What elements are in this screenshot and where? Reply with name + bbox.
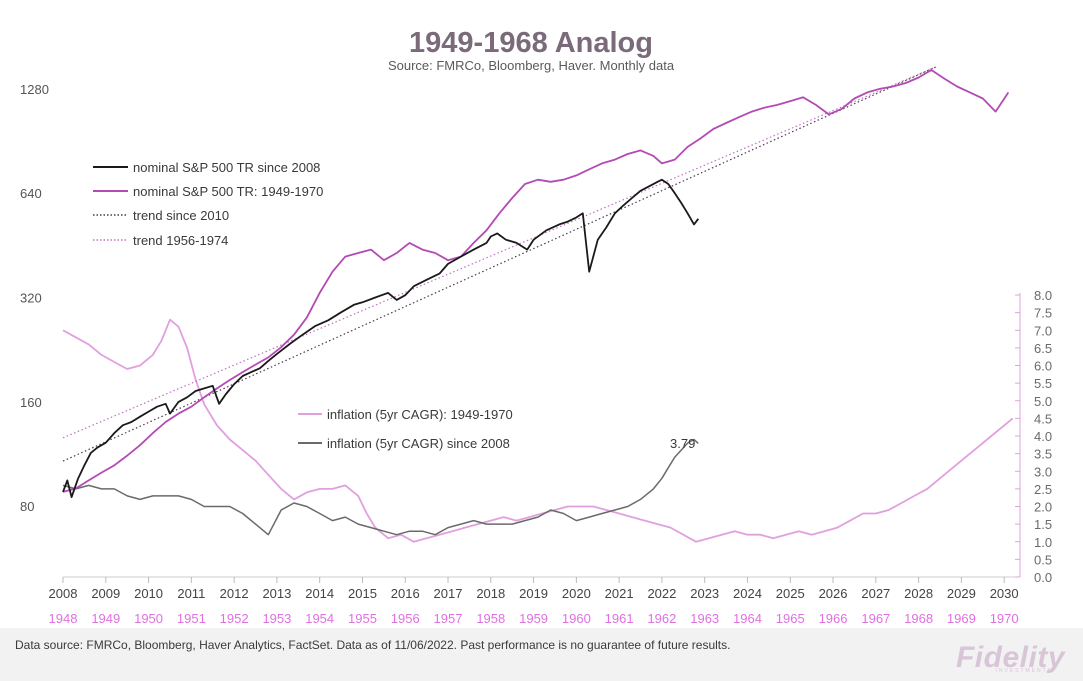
y-tick-label-right: 8.0 xyxy=(1034,288,1052,303)
x-tick-label: 2010 xyxy=(134,586,163,601)
y-tick-label-right: 5.5 xyxy=(1034,376,1052,391)
x-tick-label: 2027 xyxy=(861,586,890,601)
y-tick-label-right: 2.5 xyxy=(1034,482,1052,497)
x-tick-label-analog: 1969 xyxy=(947,611,976,626)
y-tick-label-right: 7.0 xyxy=(1034,323,1052,338)
x-tick-label: 2026 xyxy=(819,586,848,601)
x-tick-label: 2014 xyxy=(305,586,334,601)
x-tick-label: 2008 xyxy=(49,586,78,601)
x-tick-label-analog: 1960 xyxy=(562,611,591,626)
y-tick-label-right: 6.5 xyxy=(1034,341,1052,356)
x-tick-label-analog: 1957 xyxy=(434,611,463,626)
x-tick-label: 2009 xyxy=(91,586,120,601)
x-tick-label-analog: 1955 xyxy=(348,611,377,626)
x-tick-label: 2017 xyxy=(434,586,463,601)
footer-band xyxy=(0,628,1083,681)
fidelity-logo: Fidelity xyxy=(955,641,1065,674)
x-tick-label-analog: 1954 xyxy=(305,611,334,626)
x-tick-label: 2029 xyxy=(947,586,976,601)
legend-label: inflation (5yr CAGR): 1949-1970 xyxy=(327,407,513,422)
left-axis: 80 160 320 640 1280 xyxy=(20,82,49,514)
legend-label: trend since 2010 xyxy=(133,208,229,223)
y-tick-label-right: 4.0 xyxy=(1034,429,1052,444)
x-tick-label-analog: 1956 xyxy=(391,611,420,626)
x-tick-label: 2016 xyxy=(391,586,420,601)
y-tick-label-right: 7.5 xyxy=(1034,306,1052,321)
footer-source-note: Data source: FMRCo, Bloomberg, Haver Ana… xyxy=(15,638,731,652)
x-tick-label-analog: 1967 xyxy=(861,611,890,626)
x-tick-label: 2028 xyxy=(904,586,933,601)
x-axis: 2008 1948 2009 1949 2010 1950 2011 1951 2012 1952… xyxy=(49,577,1019,626)
x-tick-label: 2024 xyxy=(733,586,762,601)
x-tick-label: 2025 xyxy=(776,586,805,601)
right-axis: 0.0 0.5 1.0 1.5 2.0 2.5 3.0 3.5 4.0 4.5 5.0 5.5 6.0 6… xyxy=(1015,288,1052,585)
x-tick-label: 2023 xyxy=(690,586,719,601)
y-tick-label-right: 0.5 xyxy=(1034,552,1052,567)
x-tick-label: 2015 xyxy=(348,586,377,601)
x-tick-label-analog: 1949 xyxy=(91,611,120,626)
x-tick-label-analog: 1950 xyxy=(134,611,163,626)
series-layer xyxy=(62,66,1014,543)
x-tick-label-analog: 1958 xyxy=(476,611,505,626)
y-tick-label-right: 4.5 xyxy=(1034,411,1052,426)
x-tick-label-analog: 1968 xyxy=(904,611,933,626)
x-tick-label: 2019 xyxy=(519,586,548,601)
y-tick-label-right: 5.0 xyxy=(1034,394,1052,409)
y-tick-label-right: 2.0 xyxy=(1034,500,1052,515)
x-tick-label-analog: 1970 xyxy=(990,611,1019,626)
x-tick-label: 2011 xyxy=(177,586,205,601)
chart: 1949-1968 Analog Source: FMRCo, Bloomber… xyxy=(20,27,1052,626)
y-tick-label-right: 1.0 xyxy=(1034,535,1052,550)
x-tick-label-analog: 1959 xyxy=(519,611,548,626)
series-line-nominal-s-p-500-tr-1949-1970 xyxy=(62,69,1010,493)
legend-top: nominal S&P 500 TR since 2008 nominal S&… xyxy=(93,160,323,248)
x-tick-label: 2030 xyxy=(990,586,1019,601)
annotation-latest-value: 3.79 xyxy=(670,436,695,451)
legend-label: nominal S&P 500 TR: 1949-1970 xyxy=(133,184,323,199)
y-tick-label-left: 160 xyxy=(20,395,42,410)
x-tick-label-analog: 1948 xyxy=(49,611,78,626)
series-line-inflation-5yr-cagr-1949-1970 xyxy=(62,318,1014,543)
legend-bottom: inflation (5yr CAGR): 1949-1970 inflatio… xyxy=(298,407,513,451)
fidelity-logo-sub: INVESTMENTS xyxy=(995,668,1053,674)
x-tick-label: 2012 xyxy=(220,586,249,601)
series-line-trend-1956-1974 xyxy=(62,66,936,439)
y-tick-label-right: 0.0 xyxy=(1034,570,1052,585)
legend-label: trend 1956-1974 xyxy=(133,233,228,248)
y-tick-label-left: 1280 xyxy=(20,82,49,97)
y-tick-label-left: 320 xyxy=(20,291,42,306)
x-tick-label-analog: 1961 xyxy=(605,611,634,626)
x-tick-label-analog: 1962 xyxy=(647,611,676,626)
series-line-inflation-5yr-cagr-since-2008 xyxy=(62,438,699,536)
x-tick-label: 2022 xyxy=(647,586,676,601)
x-tick-label-analog: 1966 xyxy=(819,611,848,626)
y-tick-label-right: 3.0 xyxy=(1034,464,1052,479)
x-tick-label: 2020 xyxy=(562,586,591,601)
x-tick-label: 2013 xyxy=(262,586,291,601)
series-line-nominal-s-p-500-tr-since-2008 xyxy=(62,178,700,499)
y-tick-label-left: 80 xyxy=(20,499,34,514)
legend-label: nominal S&P 500 TR since 2008 xyxy=(133,160,320,175)
x-tick-label: 2021 xyxy=(605,586,634,601)
y-tick-label-right: 1.5 xyxy=(1034,517,1052,532)
series-line-trend-since-2010 xyxy=(62,66,936,462)
x-tick-label-analog: 1952 xyxy=(220,611,249,626)
x-tick-label-analog: 1953 xyxy=(262,611,291,626)
chart-subtitle: Source: FMRCo, Bloomberg, Haver. Monthly… xyxy=(388,58,675,73)
x-tick-label-analog: 1963 xyxy=(690,611,719,626)
chart-title: 1949-1968 Analog xyxy=(409,27,653,59)
x-tick-label-analog: 1965 xyxy=(776,611,805,626)
x-tick-label: 2018 xyxy=(476,586,505,601)
legend-label: inflation (5yr CAGR) since 2008 xyxy=(327,436,510,451)
x-tick-label-analog: 1951 xyxy=(177,611,206,626)
y-tick-label-right: 3.5 xyxy=(1034,447,1052,462)
x-tick-label-analog: 1964 xyxy=(733,611,762,626)
y-tick-label-left: 640 xyxy=(20,186,42,201)
y-tick-label-right: 6.0 xyxy=(1034,359,1052,374)
